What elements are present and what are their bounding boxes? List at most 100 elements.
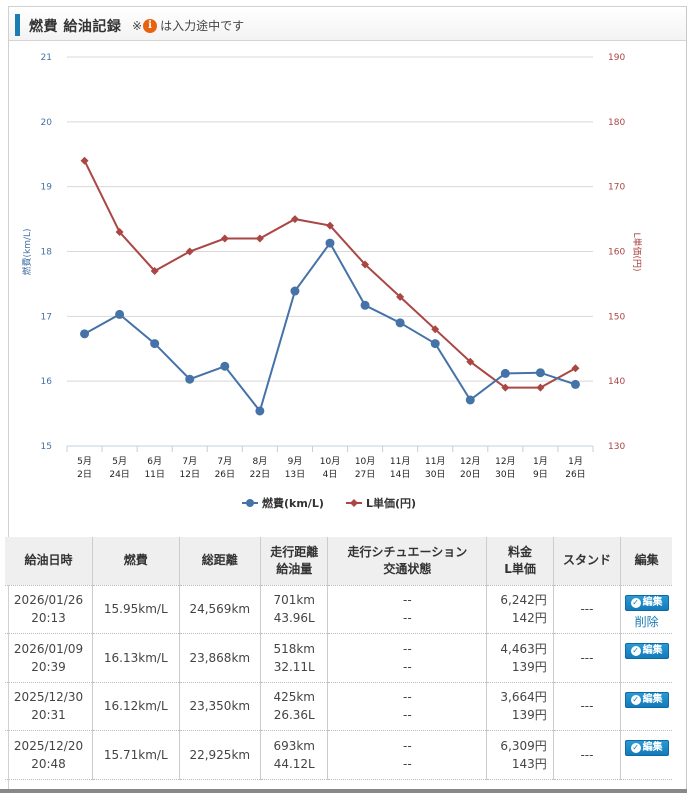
x-tick-label-day: 26日 — [215, 469, 235, 480]
y-axis-left: 15 16 17 18 19 20 21 — [41, 53, 53, 452]
price-data-point[interactable] — [115, 228, 124, 237]
chart-grid — [67, 56, 593, 382]
y-right-tick-label: 140 — [608, 377, 625, 387]
price-data-point[interactable] — [536, 383, 545, 392]
edit-button[interactable]: ✓ 編集 — [624, 691, 669, 708]
cell-stand: --- — [552, 633, 621, 682]
price-data-point[interactable] — [255, 234, 264, 243]
x-tick-label-day: 22日 — [250, 469, 270, 480]
fuel-data-point[interactable] — [395, 318, 405, 328]
fuel-data-point[interactable] — [255, 406, 265, 416]
cell-cost-unit-price: 6,309円 143円 — [486, 730, 554, 780]
fuel-data-point[interactable] — [150, 339, 160, 349]
y-right-tick-label: 190 — [608, 53, 625, 63]
fuel-data-point[interactable] — [80, 329, 90, 339]
price-data-point[interactable] — [185, 247, 194, 256]
cell-economy: 16.12km/L — [92, 681, 180, 731]
x-tick-label-day: 12日 — [180, 469, 200, 480]
cell-cost-unit-price: 4,463円 139円 — [486, 633, 554, 682]
y-left-tick-label: 16 — [41, 377, 53, 387]
header-distance-amount: 走行距離 給油量 — [260, 537, 328, 585]
x-tick-label-month: 11月 — [390, 456, 410, 467]
y-right-tick-label: 130 — [608, 442, 625, 452]
cell-edit: ✓ 編集 — [620, 633, 672, 682]
y-left-tick-label: 21 — [41, 53, 52, 63]
fuel-data-point[interactable] — [535, 368, 545, 378]
cell-total-distance: 23,868km — [178, 633, 261, 682]
x-tick-label-month: 12月 — [495, 456, 515, 467]
y-right-tick-label: 160 — [608, 248, 625, 258]
price-data-point[interactable] — [466, 357, 475, 366]
y-left-tick-label: 19 — [41, 183, 53, 193]
cell-distance-amount: 701km 43.96L — [260, 584, 328, 634]
header-stand: スタンド — [552, 537, 621, 585]
y-left-tick-label: 15 — [41, 442, 52, 452]
header-cost-unit-price: 料金 L単価 — [486, 537, 554, 585]
x-tick-label-day: 13日 — [285, 469, 305, 480]
y-axis-right: 130 140 150 160 170 180 190 — [608, 53, 625, 452]
legend-price-label[interactable]: L単価(円) — [366, 496, 416, 510]
price-data-point[interactable] — [150, 266, 159, 275]
fuel-data-point[interactable] — [185, 374, 195, 384]
legend-fuel-label[interactable]: 燃費(km/L) — [261, 496, 324, 510]
cell-situation-traffic: -- -- — [327, 681, 487, 731]
x-tick-label-month: 10月 — [320, 456, 340, 467]
price-series-line — [83, 160, 576, 389]
legend-fuel-marker — [246, 499, 254, 507]
cell-economy: 15.95km/L — [92, 584, 180, 634]
x-tick-label-month: 7月 — [182, 456, 197, 467]
fuel-data-point[interactable] — [465, 395, 475, 405]
price-data-point[interactable] — [220, 234, 229, 243]
edit-button[interactable]: ✓ 編集 — [624, 594, 669, 611]
delete-link[interactable]: 削除 — [634, 614, 659, 629]
x-tick-label-day: 2日 — [77, 469, 92, 480]
table-header-row: 給油日時 燃費 総距離 走行距離 給油量 走行シチュエーション 交通状態 料金 L単価… — [5, 537, 672, 585]
price-data-point[interactable] — [431, 325, 440, 334]
fuel-data-point[interactable] — [115, 309, 125, 319]
edit-button[interactable]: ✓ 編集 — [624, 643, 669, 659]
x-tick-label-day: 4日 — [323, 469, 338, 480]
cell-cost-unit-price: 6,242円 142円 — [486, 584, 554, 634]
price-data-point[interactable] — [326, 221, 334, 230]
x-tick-label-month: 11月 — [425, 456, 445, 467]
cell-stand: --- — [552, 584, 621, 634]
fuel-chart: 15 16 17 18 19 20 21 130 140 150 160 170 180 190 燃費(… — [0, 40, 687, 520]
x-tick-label-day: 27日 — [355, 469, 375, 480]
price-data-point[interactable] — [396, 292, 405, 301]
cell-edit: ✓ 編集 — [620, 730, 672, 780]
x-tick-label-month: 7月 — [217, 456, 232, 467]
price-data-point[interactable] — [571, 364, 580, 373]
table-row: 2026/01/09 20:39 16.13km/L 23,868km 518km 32.… — [5, 633, 672, 682]
price-data-point[interactable] — [290, 215, 299, 224]
chart-legend: 燃費(km/L) L単価(円) — [242, 496, 416, 510]
edit-check-icon: ✓ — [630, 743, 641, 753]
header-economy: 燃費 — [92, 537, 180, 585]
price-data-point[interactable] — [80, 156, 89, 165]
fuel-data-point[interactable] — [325, 238, 335, 248]
fuel-data-point[interactable] — [220, 361, 230, 371]
cell-stand: --- — [552, 681, 621, 731]
edit-button[interactable]: ✓ 編集 — [624, 740, 669, 756]
horizontal-scrollbar[interactable] — [0, 789, 687, 793]
fuel-data-point[interactable] — [500, 368, 510, 378]
table-row: 2025/12/20 20:48 15.71km/L 22,925km 693km 44.… — [5, 730, 672, 780]
cell-total-distance: 23,350km — [178, 681, 261, 731]
note-text: は入力途中です — [160, 19, 245, 33]
cell-situation-traffic: -- -- — [327, 730, 487, 780]
x-tick-label-month: 8月 — [252, 456, 267, 467]
price-data-point[interactable] — [501, 383, 510, 392]
price-data-point[interactable] — [361, 260, 370, 269]
cell-stand: --- — [552, 730, 621, 780]
x-tick-label-month: 12月 — [460, 456, 480, 467]
page-title: 燃費 給油記録 — [29, 19, 122, 35]
fuel-data-point[interactable] — [360, 300, 370, 310]
header-situation-traffic: 走行シチュエーション 交通状態 — [327, 537, 487, 585]
fuel-data-point[interactable] — [290, 286, 300, 296]
y-axis-left-label: 燃費(km/L) — [21, 228, 33, 275]
cell-total-distance: 22,925km — [178, 730, 261, 780]
cell-total-distance: 24,569km — [178, 584, 261, 634]
cell-economy: 15.71km/L — [92, 730, 180, 780]
x-tick-label-month: 5月 — [77, 456, 92, 467]
fuel-data-point[interactable] — [430, 339, 440, 349]
fuel-data-point[interactable] — [570, 379, 580, 389]
